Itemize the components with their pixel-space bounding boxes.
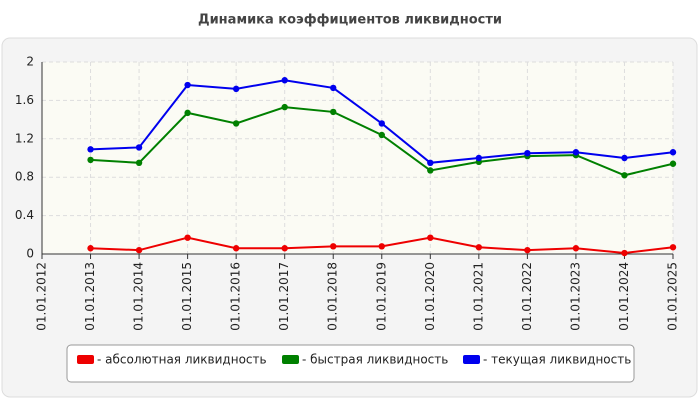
x-tick-label: 01.01.2023 [568, 262, 582, 331]
point [232, 120, 240, 127]
y-tick-label: 1.6 [15, 93, 34, 107]
point [427, 167, 434, 174]
plot-area [42, 62, 673, 254]
legend-label: - текущая ликвидность [483, 353, 631, 367]
point [572, 149, 580, 156]
point [378, 131, 385, 139]
x-tick-label: 01.01.2014 [132, 262, 146, 331]
point [232, 245, 240, 252]
point [184, 109, 191, 117]
x-tick-label: 01.01.2015 [180, 262, 194, 331]
x-tick-label: 01.01.2018 [326, 262, 340, 331]
point [135, 159, 143, 166]
legend-label: - абсолютная ликвидность [97, 353, 267, 367]
y-tick-label: 0.8 [15, 170, 34, 184]
point [669, 244, 677, 251]
y-tick-label: 1.2 [15, 131, 34, 145]
point [330, 108, 337, 116]
legend-swatch [77, 355, 94, 364]
legend [66, 344, 635, 383]
chart-title: Динамика коэффициентов ликвидности [198, 13, 502, 28]
x-tick-label: 01.01.2017 [277, 262, 291, 331]
point [184, 81, 191, 89]
point [427, 234, 434, 241]
legend-swatch [463, 355, 480, 364]
x-tick-label: 01.01.2021 [471, 262, 485, 331]
x-tick-label: 01.01.2012 [35, 262, 49, 331]
point [621, 154, 628, 162]
point [378, 243, 385, 250]
point [135, 144, 143, 151]
x-tick-label: 01.01.2013 [83, 262, 97, 331]
point [475, 154, 483, 162]
point [87, 245, 94, 252]
legend-swatch [282, 355, 299, 364]
y-tick-label: 2 [26, 55, 34, 69]
point [135, 246, 143, 254]
point [330, 84, 337, 92]
y-tick-label: 0.4 [15, 208, 34, 222]
legend-label: - быстрая ликвидность [302, 353, 448, 367]
point [572, 245, 580, 252]
point [330, 243, 337, 250]
x-tick-label: 01.01.2019 [374, 262, 388, 331]
point [281, 103, 288, 111]
point [281, 77, 288, 84]
point [669, 149, 677, 156]
point [669, 160, 677, 167]
point [524, 246, 531, 254]
point [524, 150, 531, 157]
x-tick-label: 01.01.2025 [666, 262, 680, 331]
x-tick-label: 01.01.2020 [423, 262, 437, 331]
point [475, 244, 483, 251]
point [621, 172, 628, 179]
y-tick-label: 0 [26, 247, 34, 261]
x-tick-label: 01.01.2022 [520, 262, 534, 331]
point [232, 85, 240, 93]
point [87, 156, 94, 164]
point [427, 159, 434, 166]
x-tick-label: 01.01.2024 [617, 262, 631, 331]
point [184, 234, 191, 241]
point [281, 245, 288, 252]
point [621, 249, 628, 257]
point [378, 120, 385, 127]
point [87, 146, 94, 153]
x-tick-label: 01.01.2016 [229, 262, 243, 331]
